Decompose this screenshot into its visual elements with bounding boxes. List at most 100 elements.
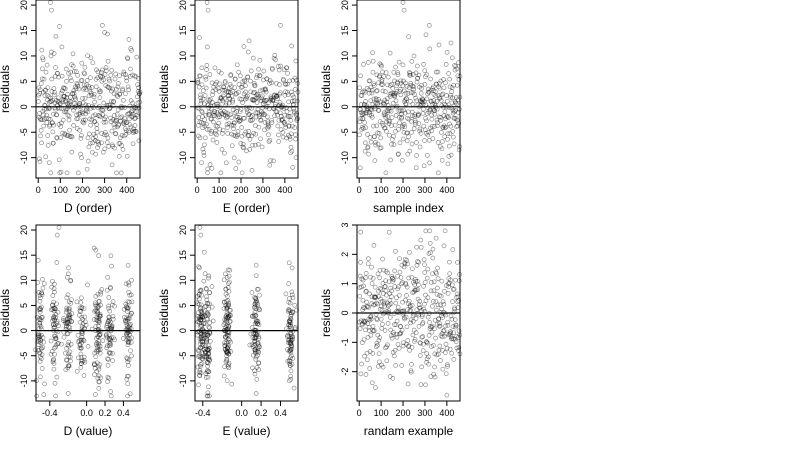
data-point [254, 331, 260, 337]
data-point [455, 73, 461, 79]
data-point [375, 141, 381, 147]
data-point [219, 146, 225, 152]
data-point [384, 344, 389, 350]
data-point [286, 337, 292, 343]
data-point [237, 96, 243, 102]
data-point [67, 101, 72, 107]
data-point [249, 325, 255, 330]
data-point [430, 303, 435, 309]
x-axis-title: randam example [364, 424, 454, 438]
data-point [200, 96, 206, 102]
data-point [401, 264, 407, 270]
data-point [446, 276, 452, 281]
data-point [390, 275, 395, 281]
data-point [387, 132, 392, 138]
data-point [287, 106, 293, 112]
data-point [79, 329, 84, 334]
data-point [419, 96, 425, 101]
data-point [127, 110, 132, 116]
data-point [224, 305, 230, 311]
data-point [67, 316, 72, 321]
data-point [199, 82, 205, 88]
data-point [54, 374, 60, 380]
data-point [36, 331, 41, 337]
data-point [437, 144, 443, 149]
data-point [222, 343, 228, 348]
data-point [73, 103, 79, 109]
data-point [448, 94, 453, 100]
data-point [215, 103, 220, 109]
data-point [53, 335, 59, 341]
data-point [104, 104, 110, 110]
data-point [362, 89, 368, 95]
data-point [437, 323, 443, 329]
data-point [386, 108, 392, 114]
data-point [79, 305, 85, 310]
data-point [254, 287, 260, 292]
data-point [428, 98, 434, 104]
data-point [293, 155, 299, 160]
data-point [225, 349, 230, 355]
data-point [405, 115, 410, 121]
data-point [242, 115, 247, 121]
data-point [225, 315, 231, 321]
data-point [206, 369, 212, 375]
data-point [42, 88, 48, 93]
data-point [239, 84, 245, 90]
data-point [61, 94, 67, 100]
data-point [109, 128, 115, 134]
data-point [80, 321, 86, 326]
data-point [98, 89, 103, 94]
data-point [253, 320, 259, 326]
data-point [421, 306, 427, 312]
data-point [68, 94, 73, 100]
data-point [206, 350, 212, 356]
data-point [37, 298, 43, 304]
data-point [61, 94, 67, 99]
data-point [37, 91, 43, 96]
data-point [197, 353, 203, 359]
data-point [50, 302, 56, 308]
data-point [226, 324, 231, 329]
data-point [422, 270, 428, 275]
data-point [37, 350, 43, 356]
data-point [414, 98, 420, 104]
data-point [66, 271, 71, 277]
data-point [137, 89, 143, 95]
data-point [95, 341, 101, 346]
data-point [376, 294, 382, 299]
data-point [106, 303, 112, 309]
data-point [98, 375, 104, 381]
data-point [428, 280, 434, 285]
data-point [429, 329, 435, 335]
x-tick-label: 0.2 [99, 408, 112, 418]
data-point [131, 128, 137, 134]
data-point [121, 97, 126, 103]
data-point [227, 95, 232, 101]
data-point [52, 100, 58, 106]
data-point [359, 322, 365, 328]
data-point [96, 304, 102, 309]
data-point [257, 307, 262, 313]
data-point [135, 82, 140, 87]
data-point [397, 269, 403, 275]
data-point [197, 373, 203, 379]
data-point [78, 345, 84, 351]
y-tick-label: 15 [178, 26, 188, 36]
data-point [41, 116, 47, 122]
data-point [136, 91, 142, 97]
data-point [455, 294, 461, 300]
data-point [205, 347, 211, 353]
data-point [419, 100, 425, 105]
data-point [262, 120, 268, 125]
data-point [204, 63, 210, 68]
data-point [295, 81, 301, 86]
data-point [384, 358, 390, 364]
data-point [406, 34, 412, 40]
data-point [419, 314, 425, 319]
data-point [277, 91, 282, 97]
data-point [359, 125, 365, 130]
data-point [292, 325, 298, 330]
data-point [405, 91, 411, 96]
data-point [368, 107, 373, 112]
